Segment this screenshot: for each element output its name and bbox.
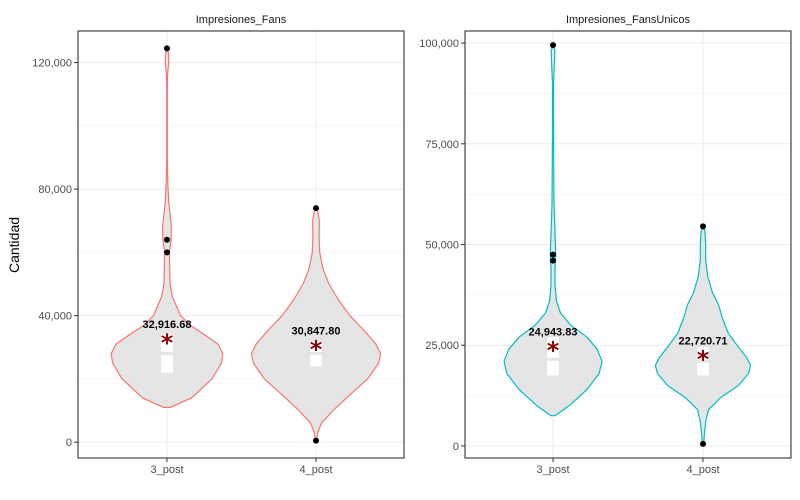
outlier-point <box>313 205 319 212</box>
mean-label: 22,720.71 <box>679 335 728 347</box>
strip-background <box>78 8 404 31</box>
outlier-point <box>164 45 170 52</box>
outlier-point <box>313 437 319 444</box>
panel-border <box>77 30 405 459</box>
plot-area <box>78 31 404 458</box>
violin-group-3_post: *32,916.68 <box>110 45 224 408</box>
box-upper <box>697 347 709 360</box>
box-lower <box>161 355 173 373</box>
outlier-point <box>164 236 170 243</box>
panel-2: Impresiones_FansUnicos 0 25,000 50,000 75,00… <box>419 8 792 476</box>
y-tick-label: 100,000 <box>419 38 459 50</box>
box-upper <box>310 340 322 353</box>
y-tick-label: 75,000 <box>425 139 459 151</box>
mean-label: 24,943.83 <box>529 326 578 338</box>
violin-group-4_post: *30,847.80 <box>250 205 382 444</box>
outlier-point <box>700 223 706 230</box>
x-tick-label: 4_post <box>299 464 332 476</box>
x-tick-label: 3_post <box>150 464 183 476</box>
x-tick-label: 3_post <box>536 464 569 476</box>
box-upper <box>547 337 559 358</box>
outlier-point <box>550 251 556 258</box>
outlier-point <box>700 440 706 447</box>
mean-marker: * <box>161 329 174 357</box>
box-lower <box>697 362 709 376</box>
panel-border <box>464 30 792 459</box>
y-tick-label: 0 <box>453 441 459 453</box>
mean-marker: * <box>310 336 323 364</box>
outlier-point <box>550 257 556 264</box>
y-tick-label: 40,000 <box>38 311 72 323</box>
violin-group-3_post: *24,943.83 <box>503 42 603 417</box>
mean-label: 30,847.80 <box>292 326 341 338</box>
box-lower <box>547 360 559 376</box>
box-upper <box>161 334 173 353</box>
strip-background <box>465 8 791 31</box>
panels: Impresiones_Fans 0 40,000 80,000 120,000 3_po… <box>32 8 792 476</box>
mean-marker: * <box>547 336 560 364</box>
y-tick-label: 80,000 <box>38 184 72 196</box>
panel-title: Impresiones_FansUnicos <box>566 14 691 26</box>
outlier-point <box>164 249 170 256</box>
y-tick-label: 120,000 <box>32 58 72 70</box>
y-tick-label: 50,000 <box>425 240 459 252</box>
mean-label: 32,916.68 <box>143 319 192 331</box>
y-tick-label: 0 <box>66 437 72 449</box>
box-lower <box>310 355 322 367</box>
violin-group-4_post: *22,720.71 <box>654 223 752 447</box>
panel-1: Impresiones_Fans 0 40,000 80,000 120,000 3_po… <box>32 8 405 476</box>
panel-title: Impresiones_Fans <box>196 14 287 26</box>
outlier-point <box>550 42 556 49</box>
mean-marker: * <box>697 345 710 373</box>
x-tick-label: 4_post <box>686 464 719 476</box>
y-tick-label: 25,000 <box>425 340 459 352</box>
y-axis-label: Cantidad <box>6 217 22 273</box>
